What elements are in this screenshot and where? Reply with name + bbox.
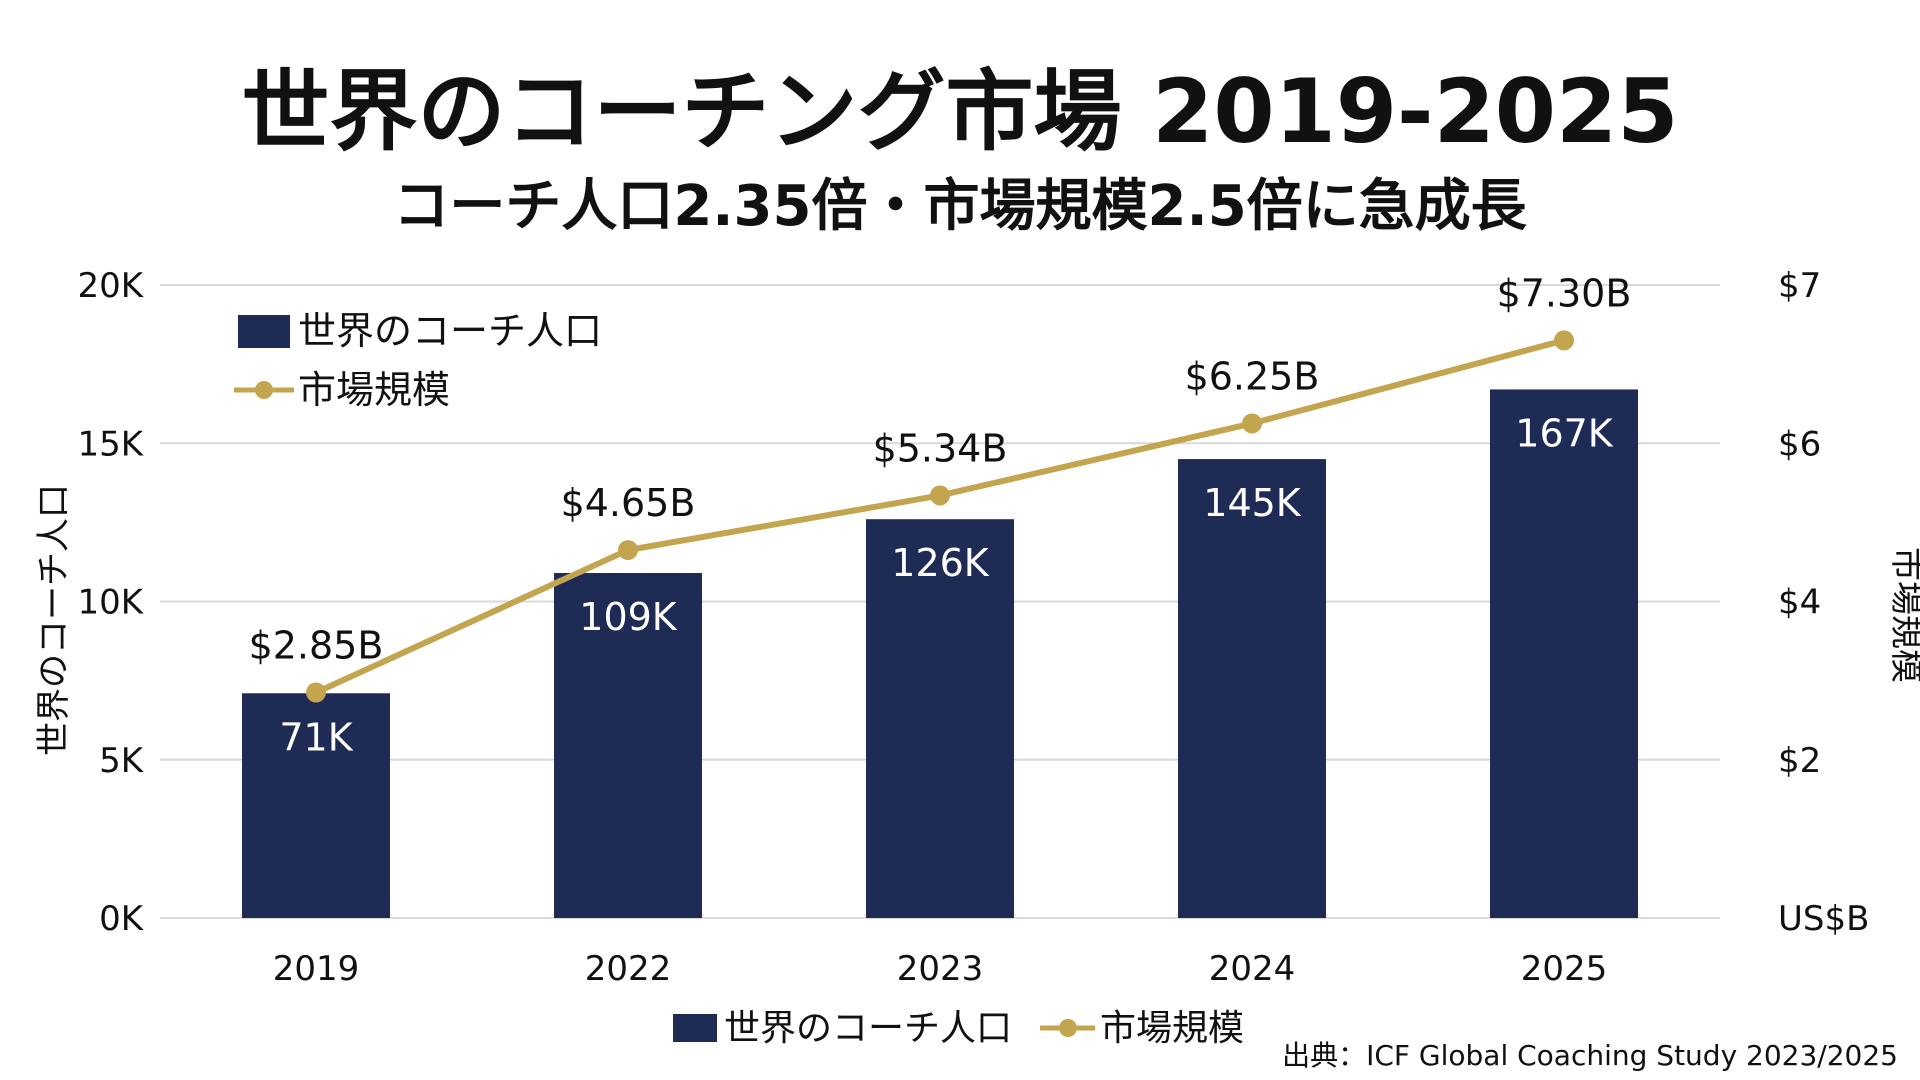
- bar-data-label: 71K: [279, 715, 353, 759]
- legend-bottom-line-marker: [1059, 1019, 1077, 1037]
- line-point: [1554, 330, 1574, 351]
- legend-bar-swatch: [238, 315, 290, 348]
- x-tick-label: 2024: [1209, 949, 1296, 989]
- bar-data-label: 145K: [1203, 481, 1302, 525]
- line-point: [930, 485, 950, 506]
- left-tick-label: 10K: [77, 583, 144, 623]
- legend-bottom-bar-swatch: [673, 1014, 717, 1042]
- bar: [1490, 389, 1638, 918]
- left-tick-label: 0K: [99, 899, 145, 939]
- x-tick-label: 2023: [897, 949, 984, 989]
- bar: [554, 573, 702, 918]
- right-tick-label: $2: [1778, 741, 1821, 781]
- right-axis-title: 市場規模: [1886, 547, 1920, 683]
- bar-data-label: 167K: [1515, 411, 1614, 455]
- x-tick-label: 2019: [273, 949, 360, 989]
- legend-bar-label: 世界のコーチ人口: [298, 309, 602, 353]
- line-point: [306, 682, 326, 703]
- right-tick-label: $6: [1778, 424, 1821, 464]
- line-data-label: $5.34B: [873, 426, 1008, 470]
- source-note: 出典：ICF Global Coaching Study 2023/2025: [1282, 1039, 1898, 1072]
- left-axis-ticks: 0K 5K 10K 15K 20K: [77, 266, 144, 939]
- x-tick-label: 2025: [1521, 949, 1608, 989]
- line-series: $2.85B $4.65B $5.34B $6.25B $7.30B: [249, 271, 1632, 703]
- bar-data-label: 109K: [579, 595, 678, 639]
- left-axis-title: 世界のコーチ人口: [34, 484, 74, 756]
- line-data-label: $2.85B: [249, 623, 384, 667]
- legend-bottom-line-label: 市場規模: [1100, 1008, 1244, 1049]
- left-tick-label: 15K: [77, 424, 144, 464]
- x-axis-ticks: 2019 2022 2023 2024 2025: [273, 949, 1608, 989]
- line-point: [1242, 413, 1262, 434]
- legend-bottom: 世界のコーチ人口 市場規模: [673, 1008, 1244, 1049]
- left-tick-label: 20K: [77, 266, 144, 306]
- bar-series: 71K 109K 126K 145K 167K: [242, 389, 1638, 918]
- legend-bottom-bar-label: 世界のコーチ人口: [724, 1008, 1012, 1049]
- legend-top: 世界のコーチ人口 市場規模: [234, 309, 602, 412]
- line-data-label: $4.65B: [561, 481, 696, 525]
- left-tick-label: 5K: [99, 741, 145, 781]
- legend-line-marker: [255, 381, 273, 399]
- line-data-label: $7.30B: [1497, 271, 1632, 315]
- line-point: [618, 540, 638, 561]
- chart-title: 世界のコーチング市場 2019-2025: [241, 60, 1678, 163]
- x-tick-label: 2022: [585, 949, 672, 989]
- legend-line-label: 市場規模: [298, 368, 450, 412]
- bar: [1178, 459, 1326, 918]
- right-axis-ticks: US$B $2 $4 $6 $7: [1778, 266, 1869, 939]
- right-tick-label: $4: [1778, 583, 1821, 623]
- chart-subtitle: コーチ人口2.35倍・市場規模2.5倍に急成長: [393, 174, 1527, 239]
- bar: [866, 519, 1014, 918]
- bar: [242, 693, 390, 918]
- right-tick-label: US$B: [1778, 899, 1869, 939]
- line-data-label: $6.25B: [1185, 354, 1320, 398]
- right-tick-label: $7: [1778, 266, 1821, 306]
- bar-data-label: 126K: [891, 541, 990, 585]
